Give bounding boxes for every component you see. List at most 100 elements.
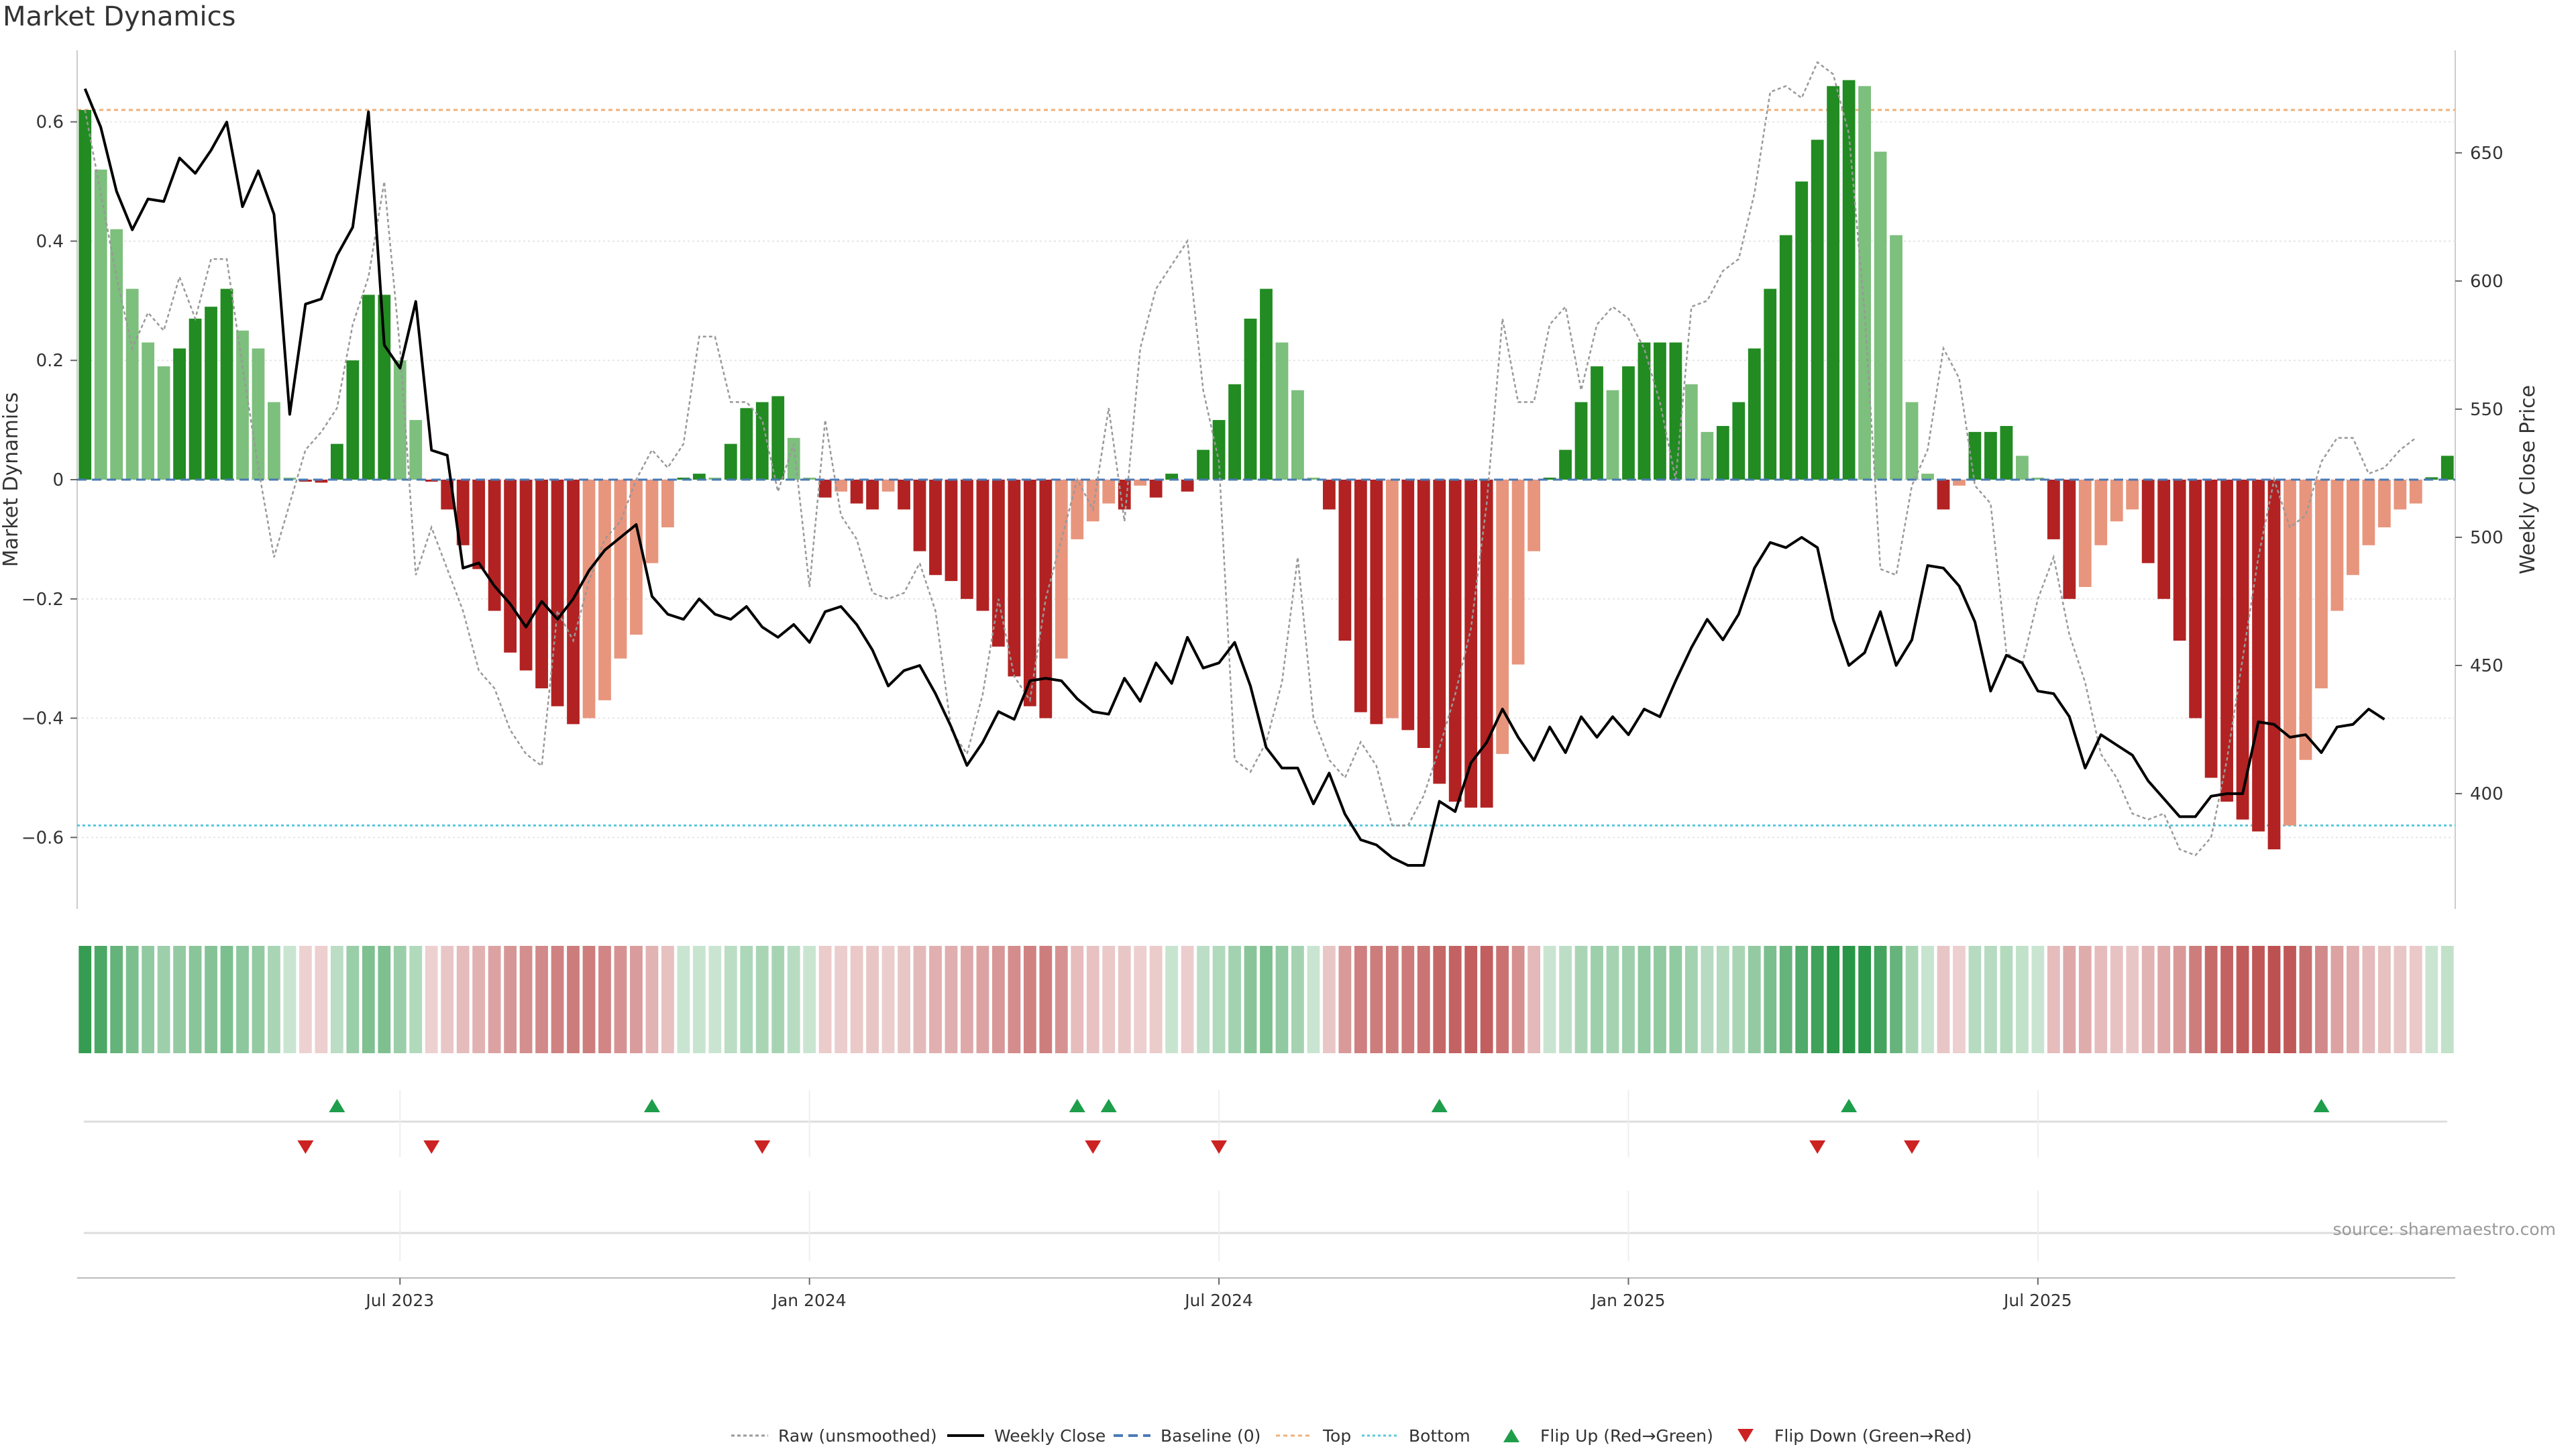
bar <box>2173 480 2186 641</box>
flip-down-marker <box>423 1140 440 1154</box>
heat-cell <box>1890 946 1902 1053</box>
bar <box>142 342 155 480</box>
bar <box>1638 342 1651 480</box>
bar <box>1464 480 1478 808</box>
heat-cell <box>1480 946 1493 1053</box>
bar <box>2299 480 2312 760</box>
bar <box>1559 449 1572 480</box>
heat-cell <box>1968 946 1982 1053</box>
bar <box>1748 348 1761 480</box>
legend-label: Raw (unsmoothed) <box>778 1426 937 1446</box>
x-tick-label: Jan 2024 <box>771 1291 847 1310</box>
bar <box>771 396 785 480</box>
heat-cell <box>504 946 517 1053</box>
heat-cell <box>2440 946 2454 1053</box>
heat-cell <box>2078 946 2092 1053</box>
y2-tick-label: 500 <box>2470 528 2504 548</box>
bar <box>692 474 706 480</box>
heat-cell <box>2031 946 2045 1053</box>
bar <box>1716 426 1729 480</box>
bar <box>94 169 107 480</box>
bar <box>2330 480 2344 611</box>
heat-cell <box>929 946 942 1053</box>
bar <box>1480 480 1493 808</box>
bar <box>488 480 501 611</box>
bar <box>551 480 564 706</box>
flip-down-marker <box>1085 1140 1102 1154</box>
heat-cell <box>205 946 217 1053</box>
heat-cell <box>945 946 958 1053</box>
heat-cell <box>2362 946 2375 1053</box>
bar <box>1622 366 1635 480</box>
bar <box>252 348 265 480</box>
flip-down-marker <box>1211 1140 1228 1154</box>
heat-cell <box>189 946 202 1053</box>
heat-cell <box>425 946 438 1053</box>
heat-cell <box>645 946 659 1053</box>
bar <box>740 408 753 480</box>
heat-cell <box>1511 946 1525 1053</box>
flip-up-marker <box>1100 1099 1117 1112</box>
heat-cell <box>2157 946 2171 1053</box>
heat-cell <box>1071 946 1084 1053</box>
bar <box>1055 480 1068 659</box>
heat-cell <box>724 946 737 1053</box>
heat-cell <box>1244 946 1257 1053</box>
bar <box>1212 420 1226 480</box>
heat-cell <box>976 946 989 1053</box>
bar <box>1905 402 1919 480</box>
bar <box>1779 235 1792 480</box>
bar <box>1858 86 1872 480</box>
bar <box>1764 288 1777 480</box>
heat-cell <box>692 946 706 1053</box>
heat-cell <box>1921 946 1934 1053</box>
bar <box>866 480 879 510</box>
heat-cell <box>2315 946 2328 1053</box>
heat-cell <box>2267 946 2281 1053</box>
bar <box>315 480 328 483</box>
heat-cell <box>2204 946 2218 1053</box>
heat-cell <box>488 946 501 1053</box>
bar <box>2236 480 2249 820</box>
heat-cell <box>1811 946 1824 1053</box>
heat-cell <box>1039 946 1053 1053</box>
bar <box>598 480 611 700</box>
bar <box>1023 480 1036 706</box>
bar <box>961 480 973 599</box>
legend-label: Flip Down (Green→Red) <box>1774 1426 1972 1446</box>
flip-down-marker <box>1809 1140 1826 1154</box>
bar <box>205 307 217 480</box>
heat-cell <box>2377 946 2391 1053</box>
heat-cell <box>2173 946 2186 1053</box>
heat-cell <box>1055 946 1068 1053</box>
x-tick-label: Jul 2025 <box>2002 1291 2072 1310</box>
bar <box>1244 319 1257 480</box>
heat-cell <box>1323 946 1336 1053</box>
heat-cell <box>567 946 580 1053</box>
heat-cell <box>441 946 454 1053</box>
heat-cell <box>1874 946 1887 1053</box>
heat-cell <box>362 946 375 1053</box>
heat-cell <box>2425 946 2438 1053</box>
heat-cell <box>2236 946 2249 1053</box>
bar <box>1527 480 1540 551</box>
bar <box>1811 140 1824 480</box>
heat-cell <box>787 946 800 1053</box>
heat-cell <box>1842 946 1856 1053</box>
heat-cell <box>1496 946 1509 1053</box>
bar <box>1071 480 1084 539</box>
heat-cell <box>157 946 170 1053</box>
bar <box>1543 478 1556 480</box>
bar <box>1417 480 1430 748</box>
bar <box>2347 480 2359 576</box>
bar <box>409 420 423 480</box>
bar <box>2078 480 2092 587</box>
heat-cell <box>1338 946 1352 1053</box>
bar <box>1260 288 1273 480</box>
heat-cell <box>755 946 769 1053</box>
bar <box>268 402 280 480</box>
bar <box>1275 342 1289 480</box>
bar <box>1338 480 1352 641</box>
heat-cell <box>2299 946 2312 1053</box>
